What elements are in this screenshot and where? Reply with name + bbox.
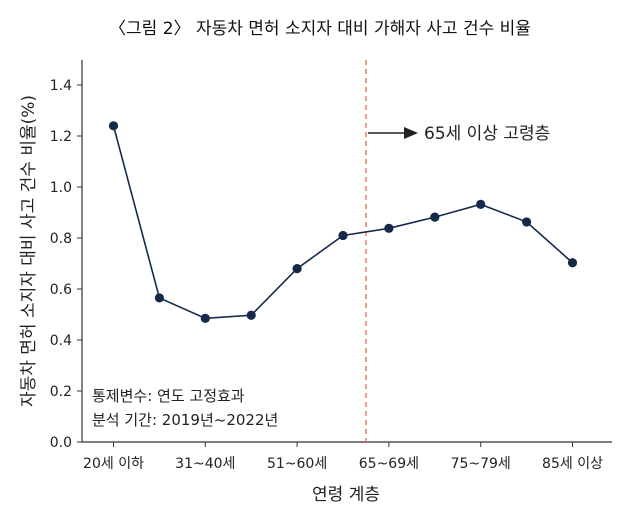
- x-tick-label: 65~69세: [359, 456, 419, 472]
- data-point: [108, 121, 119, 131]
- annotation-label: 65세 이상 고령층: [424, 124, 550, 144]
- x-tick-label: 20세 이하: [83, 456, 144, 472]
- y-tick-label: 0.6: [50, 282, 72, 298]
- data-point: [200, 313, 210, 323]
- y-tick-label: 1.4: [50, 78, 72, 94]
- y-tick-label: 0.8: [50, 231, 72, 247]
- y-tick-label: 0.0: [50, 435, 72, 451]
- y-tick-label: 1.0: [50, 180, 72, 196]
- series-line: [112, 125, 574, 320]
- annotation-arrowhead: [404, 127, 418, 139]
- x-tick-label: 51~60세: [267, 456, 327, 472]
- chart-title: 〈그림 2〉 자동차 면허 소지자 대비 가해자 사고 건수 비율: [109, 19, 531, 39]
- data-point: [476, 199, 486, 209]
- y-tick-label: 1.2: [50, 129, 72, 145]
- data-point: [246, 310, 256, 320]
- data-point: [292, 264, 302, 274]
- y-axis-title: 자동차 면허 소지자 대비 사고 건수 비율(%): [19, 95, 39, 407]
- data-point: [430, 212, 440, 222]
- x-tick-label: 75~79세: [451, 456, 511, 472]
- data-point: [154, 293, 164, 303]
- data-point: [567, 258, 578, 268]
- note-text: 통제변수: 연도 고정효과: [92, 387, 245, 405]
- data-point: [522, 217, 532, 227]
- x-tick-label: 85세 이상: [542, 456, 603, 472]
- data-point: [338, 230, 348, 241]
- data-point: [384, 223, 394, 233]
- x-tick-label: 31~40세: [175, 456, 235, 472]
- note-text: 분석 기간: 2019년~2022년: [92, 411, 278, 429]
- y-tick-label: 0.2: [50, 384, 72, 400]
- x-axis-title: 연령 계층: [312, 485, 380, 505]
- y-tick-label: 0.4: [50, 333, 72, 349]
